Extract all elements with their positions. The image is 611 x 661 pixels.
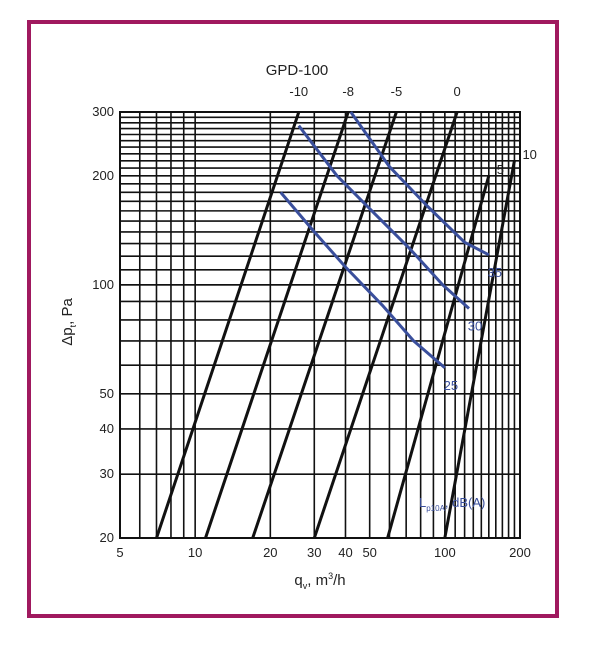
series-label: 0 bbox=[454, 84, 461, 99]
x-label-sup: 3 bbox=[328, 571, 333, 581]
chart-title: GPD-100 bbox=[266, 62, 329, 79]
series-label: -10 bbox=[289, 84, 308, 99]
x-tick-label: 10 bbox=[188, 545, 202, 560]
series-line bbox=[349, 111, 490, 257]
series-line bbox=[155, 111, 301, 539]
chart-frame bbox=[27, 20, 559, 618]
series-line bbox=[251, 111, 398, 539]
series-line bbox=[297, 124, 471, 310]
series-label: 25 bbox=[444, 378, 458, 393]
legend-sub: p10A bbox=[426, 504, 445, 513]
legend-L: L bbox=[419, 495, 426, 510]
series-label: -5 bbox=[391, 84, 403, 99]
x-tick-label: 200 bbox=[509, 545, 531, 560]
y-axis-label: Δpt, Pa bbox=[59, 298, 78, 346]
series-line bbox=[279, 191, 446, 369]
x-label-sub: v bbox=[303, 581, 308, 591]
series-label: 30 bbox=[468, 319, 482, 334]
x-tick-label: 20 bbox=[263, 545, 277, 560]
x-axis-label: qv, m3/h bbox=[294, 571, 345, 591]
y-tick-label: 100 bbox=[92, 277, 114, 292]
legend-tail: , dB(A) bbox=[445, 495, 485, 510]
x-tick-label: 40 bbox=[338, 545, 352, 560]
series-line bbox=[386, 175, 491, 539]
y-tick-label: 30 bbox=[100, 466, 114, 481]
x-tick-label: 30 bbox=[307, 545, 321, 560]
x-label-q: q bbox=[294, 572, 302, 589]
y-tick-label: 20 bbox=[100, 530, 114, 545]
y-tick-label: 40 bbox=[100, 421, 114, 436]
x-tick-label: 100 bbox=[434, 545, 456, 560]
plot-border bbox=[119, 111, 521, 539]
black-lines-legend: Lp10A, dB(A) bbox=[419, 495, 485, 513]
y-tick-label: 200 bbox=[92, 168, 114, 183]
black-lines bbox=[155, 111, 516, 539]
series-label: -8 bbox=[342, 84, 354, 99]
x-tick-label: 50 bbox=[362, 545, 376, 560]
x-tick-label: 5 bbox=[116, 545, 123, 560]
blue-curves bbox=[279, 111, 490, 369]
y-label-unit: , Pa bbox=[59, 298, 76, 325]
series-line bbox=[312, 111, 459, 539]
x-label-unit: , m bbox=[307, 572, 328, 589]
series-label: 35 bbox=[488, 265, 502, 280]
series-label: 5 bbox=[497, 162, 504, 177]
y-label-dp: Δp bbox=[59, 327, 76, 345]
series-line bbox=[204, 111, 350, 539]
y-label-sub: t bbox=[68, 324, 78, 327]
series-label: 10 bbox=[522, 147, 536, 162]
series-line bbox=[443, 160, 516, 539]
grid bbox=[119, 111, 521, 539]
y-tick-label: 50 bbox=[100, 386, 114, 401]
x-label-tail: /h bbox=[333, 572, 346, 589]
y-tick-label: 300 bbox=[92, 104, 114, 119]
